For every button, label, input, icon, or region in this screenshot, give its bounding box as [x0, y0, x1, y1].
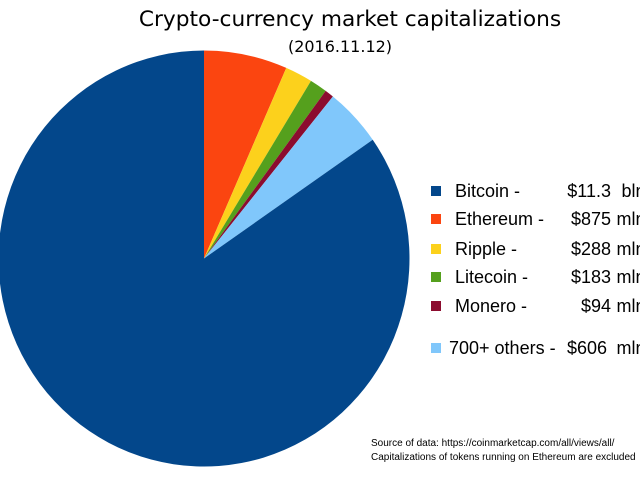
- legend-unit: mln: [616, 209, 640, 230]
- legend-value: $11.3: [567, 181, 611, 202]
- legend-unit: mln: [616, 267, 640, 288]
- legend-unit: bln: [621, 181, 640, 202]
- legend-value: $94: [580, 295, 611, 316]
- legend-label: Monero -: [455, 295, 528, 316]
- legend-swatch: [431, 186, 441, 197]
- legend-unit: mln: [616, 337, 640, 358]
- pie-slice-bitcoin: [0, 50, 410, 467]
- legend-item-monero: Monero - $94mln: [0, 297, 640, 315]
- legend-swatch: [431, 272, 441, 283]
- chart-title: Crypto-currency market capitalizations: [138, 6, 562, 32]
- pie-slice-litecoin: [204, 80, 326, 259]
- legend-label: Ethereum -: [455, 209, 545, 230]
- legend-unit: mln: [616, 295, 640, 316]
- legend-item-bitcoin: Bitcoin - $11.3 bln: [0, 182, 640, 200]
- chart-subtitle: (2016.11.12): [287, 37, 393, 57]
- legend-swatch: [431, 214, 441, 225]
- legend-label: Ripple -: [455, 238, 518, 259]
- legend-swatch: [431, 342, 441, 353]
- legend-item-ethereum: Ethereum - $875mln: [0, 210, 640, 228]
- pie-slice-monero: [204, 90, 333, 259]
- legend-item-litecoin: Litecoin - $183mln: [0, 268, 640, 286]
- legend-value: $183: [570, 267, 611, 288]
- legend-item-700-others: 700+ others - $606 mln: [0, 339, 640, 357]
- source-note: Source of data: https://coinmarketcap.co…: [371, 437, 636, 464]
- pie-slice-ethereum: [204, 50, 287, 259]
- legend-value: $875: [570, 209, 611, 230]
- legend-label: 700+ others -: [449, 337, 556, 358]
- legend-label: Bitcoin -: [455, 181, 521, 202]
- legend-value: $288: [570, 238, 611, 259]
- pie-slice-ripple: [204, 67, 311, 259]
- legend-item-ripple: Ripple - $288mln: [0, 240, 640, 258]
- source-note-line2: Capitalizations of tokens running on Eth…: [371, 451, 636, 463]
- pie-slice-700-others: [204, 96, 373, 259]
- legend-value: $606: [566, 337, 607, 358]
- legend-swatch: [431, 300, 441, 311]
- legend-unit: mln: [616, 238, 640, 259]
- legend-label: Litecoin -: [455, 267, 529, 288]
- legend-swatch: [431, 243, 441, 254]
- source-note-line1: Source of data: https://coinmarketcap.co…: [371, 438, 615, 449]
